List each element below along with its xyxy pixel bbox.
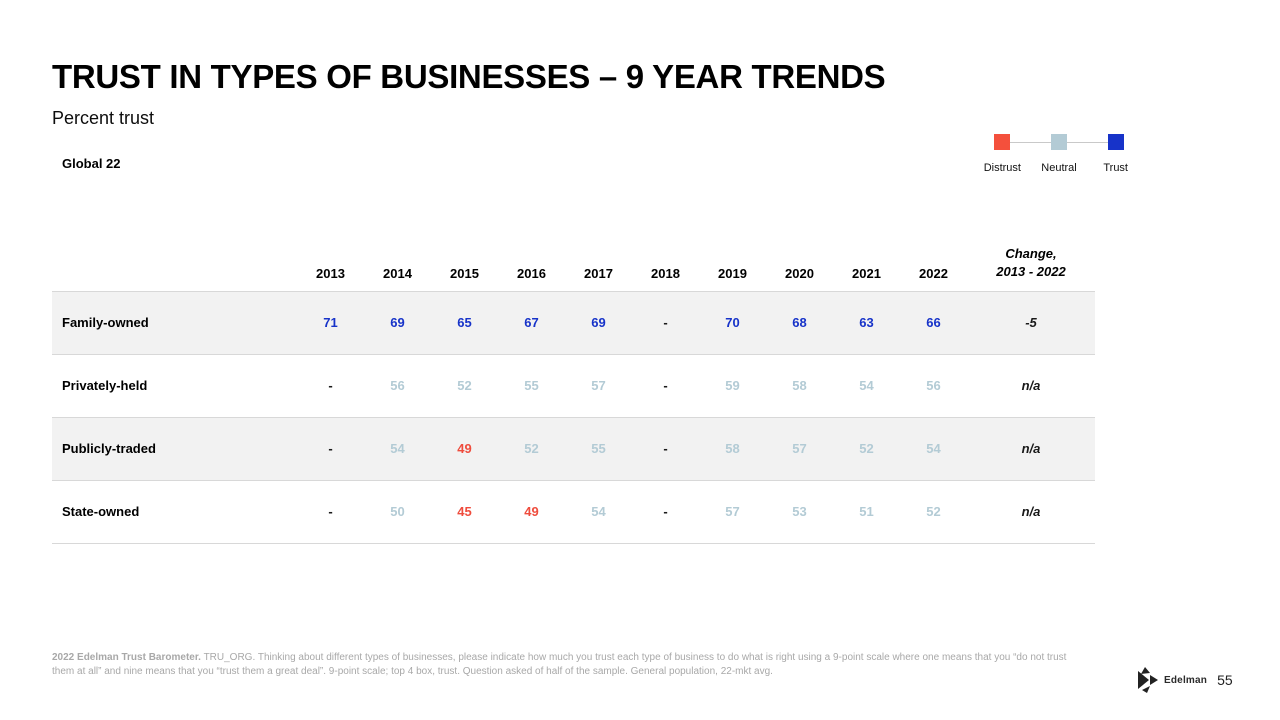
year-header: 2021 xyxy=(852,265,881,281)
table-row: State-owned - 50 45 49 54 - 57 53 51 52 n/a xyxy=(52,480,1095,543)
legend-item-distrust: Distrust xyxy=(974,134,1031,174)
value-cell: 68 xyxy=(792,315,807,330)
year-header: 2020 xyxy=(785,265,814,281)
value-cell: - xyxy=(328,378,333,393)
distrust-swatch-icon xyxy=(994,134,1011,150)
value-cell: 59 xyxy=(725,378,740,393)
row-label-header xyxy=(52,233,297,291)
value-cell: 53 xyxy=(792,504,807,519)
table-row: Publicly-traded - 54 49 52 55 - 58 57 52 54 n/a xyxy=(52,417,1095,480)
value-cell: 54 xyxy=(859,378,874,393)
value-cell: 58 xyxy=(725,441,740,456)
value-cell: 57 xyxy=(792,441,807,456)
value-cell: - xyxy=(328,504,333,519)
trust-scale-legend: Distrust Neutral Trust xyxy=(974,134,1144,174)
value-cell: 55 xyxy=(524,378,539,393)
value-cell: 67 xyxy=(524,315,539,330)
value-cell: 70 xyxy=(725,315,740,330)
value-cell: 52 xyxy=(524,441,539,456)
change-cell: n/a xyxy=(1021,378,1041,393)
year-header: 2017 xyxy=(584,265,613,281)
change-cell: n/a xyxy=(1021,504,1041,519)
scope-label: Global 22 xyxy=(62,156,121,171)
row-label: Publicly-traded xyxy=(62,441,156,456)
value-cell: 52 xyxy=(926,504,941,519)
table-body: Family-owned 71 69 65 67 69 - 70 68 63 66 -5 Private… xyxy=(52,291,1095,543)
page-title: TRUST IN TYPES OF BUSINESSES – 9 YEAR TR… xyxy=(52,58,886,95)
year-header: 2015 xyxy=(450,265,479,281)
change-header-line2: 2013 - 2022 xyxy=(996,263,1066,279)
value-cell: 55 xyxy=(591,441,606,456)
value-cell: 52 xyxy=(457,378,472,393)
value-cell: - xyxy=(663,441,668,456)
table-row: Privately-held - 56 52 55 57 - 59 58 54 56 n/a xyxy=(52,354,1095,417)
change-cell: -5 xyxy=(1025,315,1037,330)
value-cell: 56 xyxy=(926,378,941,393)
row-label: Family-owned xyxy=(62,315,149,330)
change-header: Change, 2013 - 2022 xyxy=(967,233,1095,291)
edelman-logo-icon xyxy=(1138,667,1158,693)
year-header: 2022 xyxy=(919,265,948,281)
footnote-body: TRU_ORG. Thinking about different types … xyxy=(52,652,1067,677)
source-footnote: 2022 Edelman Trust Barometer. TRU_ORG. T… xyxy=(52,651,1070,679)
change-header-line1: Change, xyxy=(1005,246,1057,262)
value-cell: 71 xyxy=(323,315,338,330)
row-label: State-owned xyxy=(62,504,140,519)
legend-item-trust: Trust xyxy=(1087,134,1144,174)
legend-label-neutral: Neutral xyxy=(1041,162,1077,174)
table-row: Family-owned 71 69 65 67 69 - 70 68 63 66 -5 xyxy=(52,291,1095,354)
value-cell: 58 xyxy=(792,378,807,393)
year-header: 2018 xyxy=(651,265,680,281)
year-header: 2014 xyxy=(383,265,412,281)
value-cell: 63 xyxy=(859,315,874,330)
value-cell: - xyxy=(328,441,333,456)
trust-trend-table: 2013 2014 2015 2016 2017 2018 2019 2020 2021 2022… xyxy=(52,233,1095,544)
value-cell: - xyxy=(663,315,668,330)
brand-name: Edelman xyxy=(1164,674,1208,686)
page-subtitle: Percent trust xyxy=(52,108,155,128)
footer-brandmark: Edelman 55 xyxy=(1136,666,1233,694)
value-cell: 65 xyxy=(457,315,472,330)
row-label: Privately-held xyxy=(62,378,148,393)
page-number: 55 xyxy=(1217,672,1233,688)
value-cell: 52 xyxy=(859,441,874,456)
value-cell: 50 xyxy=(390,504,405,519)
value-cell: 69 xyxy=(591,315,606,330)
value-cell: 69 xyxy=(390,315,405,330)
legend-label-distrust: Distrust xyxy=(983,162,1021,174)
value-cell: - xyxy=(663,378,668,393)
change-cell: n/a xyxy=(1021,441,1041,456)
value-cell: 51 xyxy=(859,504,874,519)
year-header: 2019 xyxy=(718,265,747,281)
value-cell: 57 xyxy=(725,504,740,519)
footnote-source: 2022 Edelman Trust Barometer. xyxy=(52,652,201,663)
value-cell: 66 xyxy=(926,315,941,330)
year-header: 2016 xyxy=(517,265,546,281)
trust-swatch-icon xyxy=(1107,134,1124,150)
value-cell: 54 xyxy=(591,504,606,519)
year-header: 2013 xyxy=(316,265,345,281)
value-cell: 45 xyxy=(457,504,472,519)
value-cell: 49 xyxy=(524,504,539,519)
legend-item-neutral: Neutral xyxy=(1031,134,1088,174)
neutral-swatch-icon xyxy=(1051,134,1067,150)
value-cell: 56 xyxy=(390,378,405,393)
legend-label-trust: Trust xyxy=(1103,162,1128,174)
table-header-row: 2013 2014 2015 2016 2017 2018 2019 2020 2021 2022… xyxy=(52,233,1095,291)
value-cell: 49 xyxy=(457,441,472,456)
value-cell: 54 xyxy=(390,441,405,456)
value-cell: 57 xyxy=(591,378,606,393)
value-cell: - xyxy=(663,504,668,519)
value-cell: 54 xyxy=(926,441,941,456)
